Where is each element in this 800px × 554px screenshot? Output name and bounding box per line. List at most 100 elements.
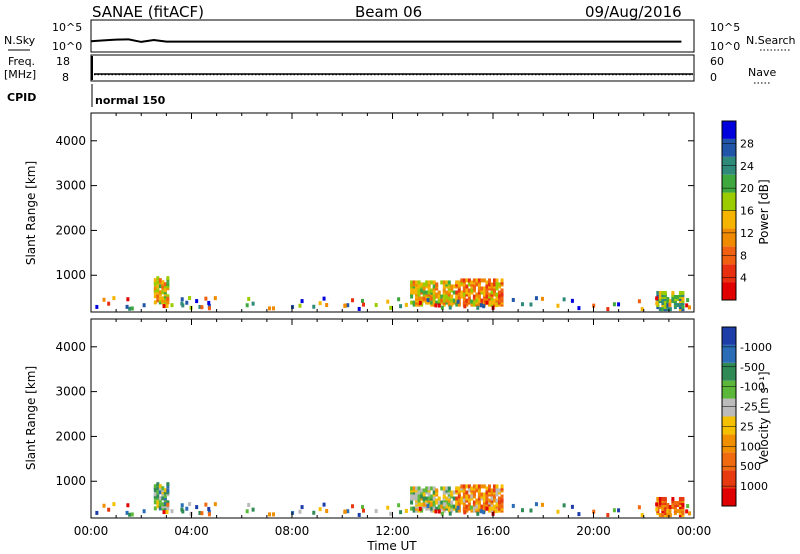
data-cell	[493, 278, 496, 283]
data-cell	[562, 503, 566, 508]
data-cell	[153, 500, 157, 505]
data-cell	[472, 286, 476, 291]
y-tick-label: 1000	[55, 474, 86, 488]
data-cell	[435, 490, 439, 495]
data-cell	[163, 492, 167, 497]
y-tick-label: 4000	[55, 340, 86, 354]
data-cell	[676, 297, 680, 302]
data-cell	[432, 290, 436, 295]
data-cell	[556, 303, 560, 308]
data-cell	[442, 298, 446, 303]
data-cell	[415, 282, 419, 287]
data-cell	[346, 509, 350, 514]
data-cell	[472, 508, 476, 513]
data-cell	[166, 294, 170, 299]
data-cell	[465, 498, 469, 503]
data-cell	[490, 302, 494, 307]
data-cell	[156, 486, 160, 491]
data-cell	[493, 290, 496, 295]
data-cell	[455, 488, 459, 493]
data-cell	[457, 294, 461, 299]
data-cell	[417, 298, 421, 303]
data-cell	[163, 502, 167, 507]
data-cell	[577, 306, 581, 311]
data-cell	[420, 504, 424, 509]
data-cell	[435, 492, 439, 497]
data-cell	[425, 488, 429, 493]
data-cell	[498, 302, 502, 307]
data-cell	[162, 304, 166, 309]
data-cell	[142, 509, 146, 514]
data-cell	[676, 509, 680, 514]
data-cell	[457, 494, 461, 499]
data-cell	[460, 486, 464, 491]
data-cell	[498, 284, 502, 289]
data-cell	[161, 282, 165, 287]
data-cell	[661, 290, 665, 295]
data-cell	[658, 297, 662, 302]
data-cell	[198, 510, 202, 515]
power-panel: 1000 2000 3000 4000 Slant Range [km] 4 8 12 16…	[24, 112, 771, 313]
data-cell	[360, 298, 364, 303]
data-cell	[477, 488, 481, 493]
data-cell	[322, 296, 326, 301]
data-cell	[410, 292, 414, 297]
velocity-panel: 1000 2000 3000 4000 Slant Range [km] 1000 50…	[24, 318, 772, 519]
data-cell	[389, 511, 393, 516]
data-cell	[477, 500, 481, 505]
data-cell	[460, 278, 464, 283]
data-cell	[163, 296, 167, 301]
data-cell	[500, 282, 504, 287]
data-cell	[425, 290, 429, 295]
data-cell	[432, 284, 436, 289]
data-cell	[425, 496, 429, 501]
data-cell	[480, 278, 484, 283]
data-cell	[490, 488, 494, 493]
nsearch-tick-bottom: 10^0	[710, 40, 740, 53]
data-cell	[678, 290, 682, 295]
data-cell	[475, 484, 479, 489]
data-cell	[397, 297, 401, 302]
data-cell	[465, 284, 469, 289]
data-cell	[417, 494, 421, 499]
data-cell	[460, 290, 464, 295]
data-cell	[163, 284, 167, 289]
data-cell	[417, 280, 421, 285]
data-cell	[493, 288, 496, 293]
data-cell	[357, 306, 361, 311]
data-cell	[166, 500, 170, 505]
x-tick-label: 00:00	[677, 524, 712, 538]
data-cell	[475, 488, 479, 493]
data-cell	[318, 507, 322, 512]
data-cell	[658, 503, 662, 508]
power-colorbar-label: Power [dB]	[757, 179, 771, 244]
data-cell	[410, 490, 414, 495]
data-cell	[487, 294, 491, 299]
data-cell	[455, 294, 459, 299]
data-cell	[467, 488, 471, 493]
data-cell	[470, 488, 474, 493]
data-cell	[440, 305, 444, 310]
data-cell	[663, 507, 667, 512]
data-cell	[126, 297, 130, 302]
data-cell	[447, 492, 451, 497]
data-cell	[678, 297, 682, 302]
colorbar-frame	[721, 326, 737, 507]
data-cell	[207, 512, 211, 517]
data-cell	[640, 513, 644, 518]
data-cell	[325, 303, 329, 308]
data-cell	[483, 300, 487, 305]
data-cell	[435, 488, 439, 493]
data-cell	[472, 490, 476, 495]
data-cell	[475, 486, 479, 491]
data-cell	[452, 298, 456, 303]
data-cell	[251, 301, 255, 306]
data-cell	[435, 282, 439, 287]
data-cell	[465, 300, 469, 305]
data-cell	[577, 512, 581, 517]
data-cell	[673, 305, 677, 310]
data-cell	[158, 292, 162, 297]
data-cell	[472, 294, 476, 299]
data-cell	[472, 278, 476, 283]
data-cell	[158, 284, 162, 289]
